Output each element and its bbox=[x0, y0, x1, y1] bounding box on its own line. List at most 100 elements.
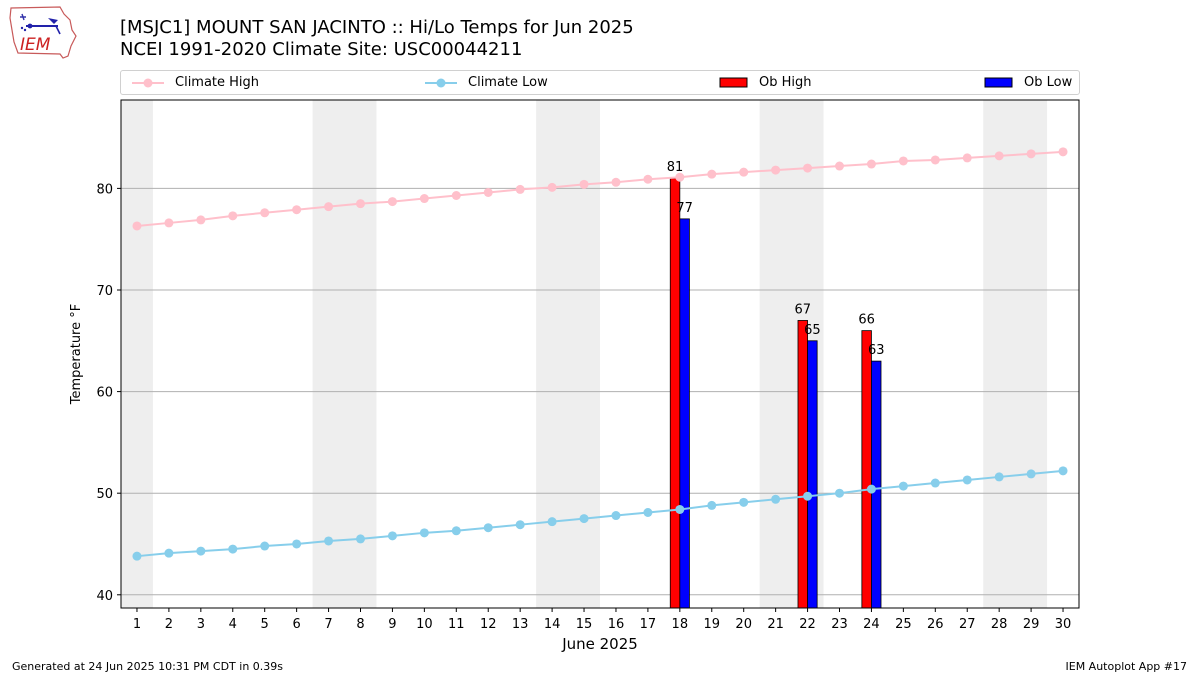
x-tick-label: 28 bbox=[991, 617, 1008, 632]
climate-low-point bbox=[611, 511, 621, 521]
x-tick-label: 24 bbox=[863, 617, 880, 632]
climate-high-point bbox=[675, 172, 685, 182]
ob-high-value-label: 67 bbox=[795, 302, 812, 317]
weekend-band bbox=[121, 100, 153, 608]
climate-high-point bbox=[994, 151, 1004, 161]
climate-high-point bbox=[164, 218, 174, 228]
climate-low-point bbox=[387, 531, 397, 541]
climate-high-point bbox=[835, 161, 844, 171]
climate-high-point bbox=[387, 197, 397, 207]
plot-frame bbox=[120, 99, 1080, 609]
climate-low-point bbox=[675, 504, 685, 514]
ob-high-value-label: 66 bbox=[858, 313, 875, 328]
x-tick-label: 19 bbox=[703, 617, 720, 632]
x-tick-label: 17 bbox=[640, 617, 657, 632]
ob-high-bar bbox=[669, 177, 681, 609]
climate-low-point bbox=[835, 488, 844, 498]
climate-high-line-icon bbox=[132, 78, 164, 87]
y-tick-label: 40 bbox=[96, 589, 113, 604]
x-tick-label: 13 bbox=[512, 617, 529, 632]
climate-low-point bbox=[707, 500, 717, 510]
y-tick-label: 60 bbox=[96, 386, 113, 401]
climate-low-point bbox=[547, 517, 557, 527]
climate-low-point bbox=[164, 548, 174, 558]
climate-low-line bbox=[136, 469, 1064, 558]
climate-high-point bbox=[1058, 147, 1068, 157]
x-tick-label: 23 bbox=[831, 617, 848, 632]
climate-low-point bbox=[739, 497, 749, 507]
climate-low-point bbox=[579, 514, 589, 524]
climate-high-point bbox=[771, 165, 781, 175]
climate-high-point bbox=[930, 155, 940, 165]
y-tick-label: 50 bbox=[96, 487, 113, 502]
y-tick-label: 80 bbox=[96, 182, 113, 197]
weekend-band bbox=[312, 100, 377, 608]
climate-low-point bbox=[483, 523, 493, 533]
ob-low-bar bbox=[679, 218, 690, 609]
climate-low-point bbox=[228, 544, 238, 554]
x-axis-label: June 2025 bbox=[561, 635, 638, 653]
iem-logo: IEM bbox=[9, 6, 77, 59]
x-tick-label: 21 bbox=[767, 617, 784, 632]
ob-low-swatch-icon bbox=[984, 77, 1013, 87]
x-tick-label: 3 bbox=[197, 617, 205, 632]
climate-low-point bbox=[451, 526, 461, 536]
ob-high-bar bbox=[797, 320, 808, 609]
climate-low-point bbox=[962, 475, 972, 485]
x-tick-label: 2 bbox=[165, 617, 173, 632]
climate-high-point bbox=[739, 167, 749, 177]
climate-low-point bbox=[515, 520, 525, 530]
climate-low-point bbox=[196, 546, 206, 556]
legend: Climate High Climate Low Ob High Ob Low bbox=[120, 70, 1080, 95]
chart-title: [MSJC1] MOUNT SAN JACINTO :: Hi/Lo Temps… bbox=[120, 17, 634, 61]
climate-low-point bbox=[866, 484, 876, 494]
ob-low-value-label: 77 bbox=[676, 201, 693, 216]
climate-high-point bbox=[292, 205, 302, 215]
legend-item-climate-high: Climate High bbox=[131, 71, 259, 94]
climate-high-point bbox=[451, 191, 461, 201]
ob-low-value-label: 65 bbox=[804, 323, 821, 338]
ob-low-bar bbox=[807, 340, 818, 609]
climate-high-point bbox=[547, 182, 557, 192]
climate-low-point bbox=[260, 541, 270, 551]
climate-high-point bbox=[228, 211, 238, 221]
y-axis-label: Temperature °F bbox=[69, 304, 84, 405]
bar-value-labels: 81 67 66 77 65 63 bbox=[667, 160, 885, 358]
climate-high-point bbox=[419, 194, 429, 204]
climate-high-point bbox=[1026, 149, 1036, 159]
x-tick-label: 7 bbox=[324, 617, 332, 632]
x-tick-label: 26 bbox=[927, 617, 944, 632]
climate-lines bbox=[132, 147, 1068, 561]
x-tick-label: 6 bbox=[292, 617, 300, 632]
footer-generated: Generated at 24 Jun 2025 10:31 PM CDT in… bbox=[12, 660, 284, 673]
climate-low-point bbox=[994, 472, 1004, 482]
x-tick-label: 12 bbox=[480, 617, 497, 632]
legend-label-ob-low: Ob Low bbox=[1024, 75, 1073, 90]
climate-high-point bbox=[707, 169, 717, 179]
x-axis-ticks: 1 2 3 4 5 6 7 8 9 10 11 12 13 14 15 16 17 18 19 20 21 22 23 24 2… bbox=[133, 608, 1071, 632]
gridlines bbox=[121, 187, 1079, 596]
weekend-bands bbox=[121, 100, 1048, 608]
climate-high-point bbox=[579, 179, 589, 189]
legend-label-climate-high: Climate High bbox=[175, 75, 260, 90]
y-axis-ticks: 40 50 60 70 80 bbox=[96, 182, 121, 604]
ob-high-swatch-icon bbox=[719, 77, 748, 87]
climate-high-point bbox=[962, 153, 972, 163]
x-tick-label: 16 bbox=[608, 617, 625, 632]
x-tick-label: 9 bbox=[388, 617, 396, 632]
climate-high-point bbox=[356, 199, 365, 209]
climate-low-point bbox=[132, 551, 142, 561]
x-tick-label: 15 bbox=[576, 617, 593, 632]
x-tick-label: 5 bbox=[261, 617, 269, 632]
y-tick-label: 70 bbox=[96, 284, 113, 299]
x-tick-label: 20 bbox=[735, 617, 752, 632]
climate-high-point bbox=[260, 208, 270, 218]
climate-low-point bbox=[419, 528, 429, 538]
ob-low-bar bbox=[871, 360, 882, 609]
climate-low-line-icon bbox=[425, 78, 457, 87]
climate-high-point bbox=[483, 187, 493, 197]
ob-low-value-label: 63 bbox=[868, 343, 885, 358]
footer-app: IEM Autoplot App #17 bbox=[1065, 660, 1188, 673]
x-tick-label: 29 bbox=[1023, 617, 1040, 632]
